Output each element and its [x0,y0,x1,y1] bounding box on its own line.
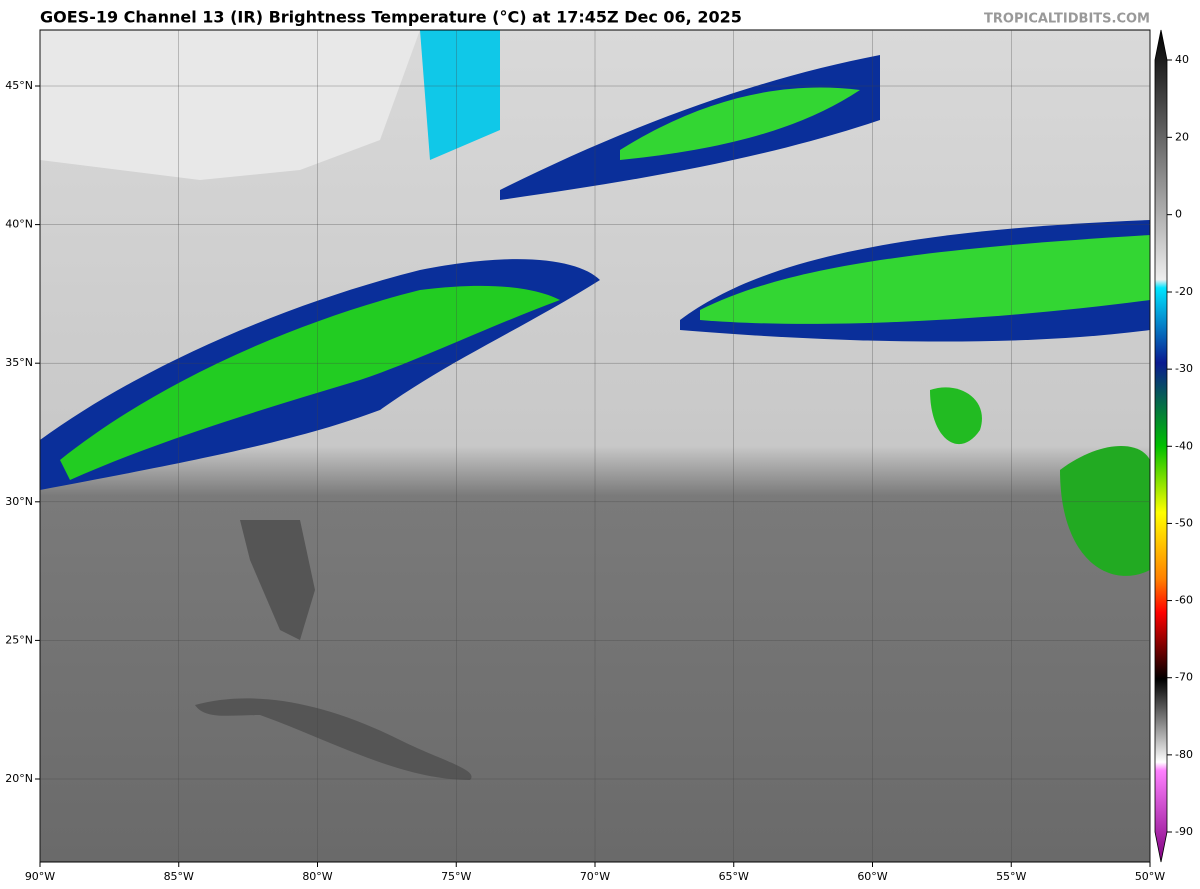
colorbar-label: -30 [1175,362,1193,375]
lon-label: 90°W [25,870,55,883]
lon-label: 70°W [580,870,610,883]
lon-label: 85°W [164,870,194,883]
lat-label: 35°N [5,356,33,369]
lon-label: 80°W [302,870,332,883]
colorbar [1154,29,1168,863]
colorbar-label: -20 [1175,285,1193,298]
colorbar-label: -60 [1175,594,1193,607]
lon-label: 65°W [719,870,749,883]
lat-label: 40°N [5,218,33,231]
colorbar-label: -70 [1175,671,1193,684]
lat-label: 45°N [5,79,33,92]
lon-label: 60°W [857,870,887,883]
colorbar-label: -80 [1175,748,1193,761]
lon-label: 55°W [996,870,1026,883]
watermark: TROPICALTIDBITS.COM [984,12,1150,27]
colorbar-label: -90 [1175,825,1193,838]
colorbar-label: 40 [1175,53,1189,66]
lon-label: 75°W [441,870,471,883]
title: GOES-19 Channel 13 (IR) Brightness Tempe… [40,8,742,27]
colorbar-label: 0 [1175,208,1182,221]
lat-label: 25°N [5,633,33,646]
lat-label: 30°N [5,495,33,508]
lon-label: 50°W [1135,870,1165,883]
colorbar-label: -40 [1175,439,1193,452]
lat-label: 20°N [5,772,33,785]
colorbar-label: -50 [1175,516,1193,529]
colorbar-label: 20 [1175,130,1189,143]
axes: 90°W 85°W 80°W 75°W 70°W 65°W 60°W 55°W 50°W 45°N… [5,30,1193,883]
